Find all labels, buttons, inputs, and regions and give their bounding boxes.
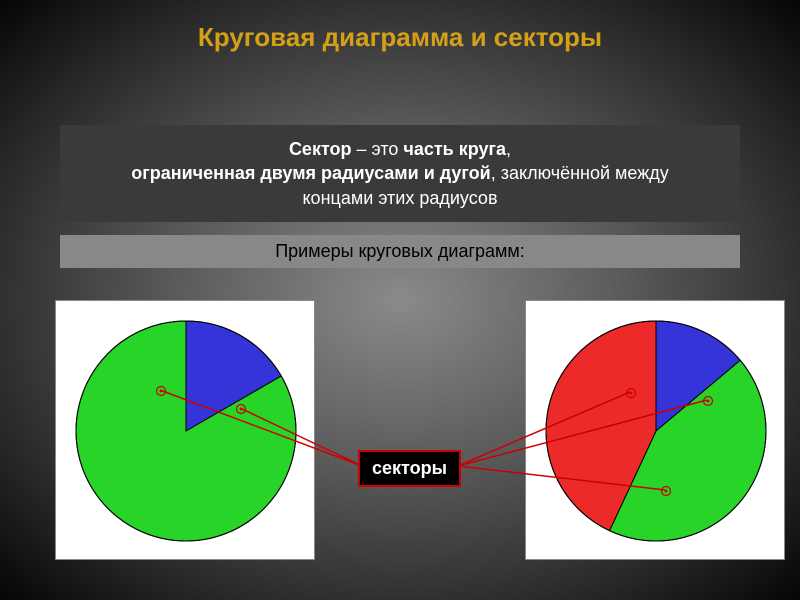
sectors-label: секторы	[358, 450, 461, 487]
page-title: Круговая диаграмма и секторы	[0, 0, 800, 53]
pie-chart-right	[525, 300, 785, 560]
pie-left-svg	[56, 301, 316, 561]
def-part: часть круга	[403, 139, 506, 159]
def-term: Сектор	[289, 139, 352, 159]
examples-text: Примеры круговых диаграмм:	[275, 241, 525, 261]
pie-chart-left	[55, 300, 315, 560]
sectors-label-text: секторы	[372, 458, 447, 478]
title-text: Круговая диаграмма и секторы	[198, 22, 602, 52]
def-line2-rest: , заключённой между	[491, 163, 669, 183]
def-t1: – это	[352, 139, 404, 159]
def-line2-bold: ограниченная двумя радиусами и дугой	[131, 163, 491, 183]
pie-right-svg	[526, 301, 786, 561]
def-line3: концами этих радиусов	[302, 188, 497, 208]
def-comma: ,	[506, 139, 511, 159]
definition-box: Сектор – это часть круга, ограниченная д…	[60, 125, 740, 222]
examples-heading: Примеры круговых диаграмм:	[60, 235, 740, 268]
